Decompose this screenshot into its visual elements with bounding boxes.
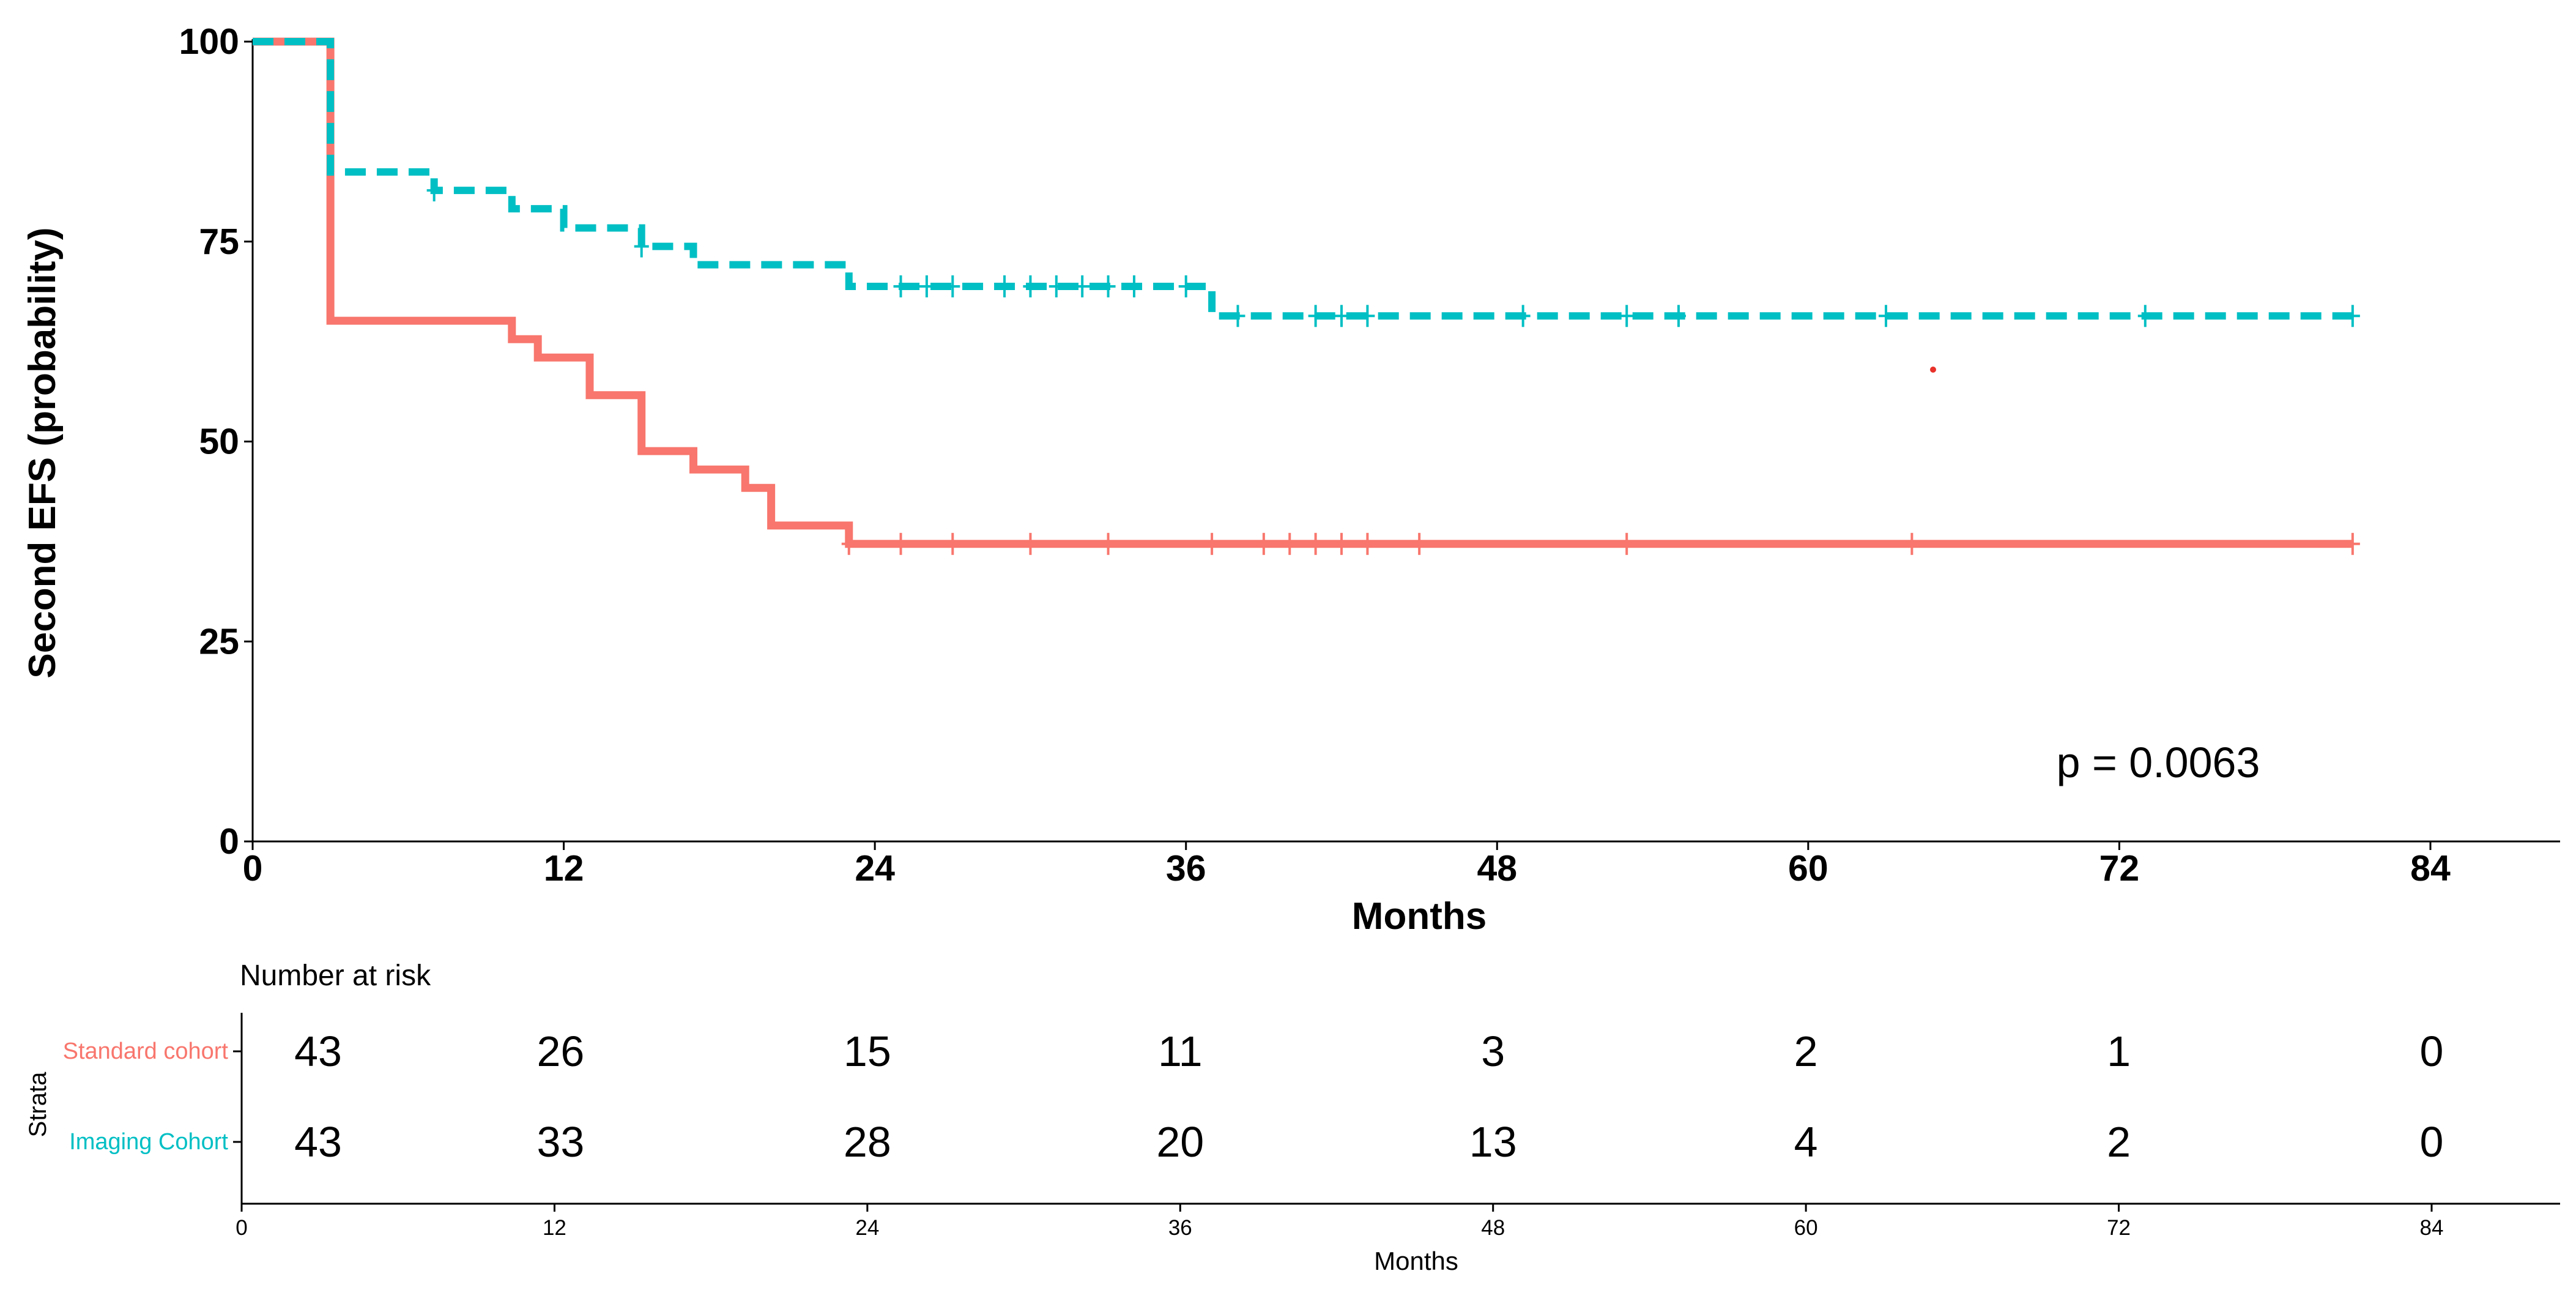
risk-x-tick-label: 60 [1794,1216,1818,1240]
censor-mark [1256,532,1271,555]
risk-table-x-axis: 0 12 24 36 48 60 72 84 [236,1013,2560,1240]
risk-count: 15 [844,1027,891,1075]
censor-mark [1334,305,1349,327]
risk-count: 43 [294,1118,342,1166]
censor-mark [1619,305,1635,327]
censor-mark [1412,532,1427,555]
censor-mark [1904,532,1920,555]
survival-plot: 0 25 50 75 100 0 12 24 36 48 60 72 84 Second EFS (p… [21,21,2560,938]
censor-mark [841,532,856,555]
risk-x-tick-label: 12 [543,1216,566,1240]
censor-mark [1230,305,1245,327]
risk-count: 3 [1481,1027,1505,1075]
x-tick-label: 60 [1788,848,1828,889]
risk-count: 28 [844,1118,891,1166]
risk-x-tick-label: 72 [2107,1216,2131,1240]
risk-table-rows: Standard cohort 43 26 15 11 3 2 1 0 Imaging Cohor… [63,1027,2444,1166]
censor-mark [1334,532,1349,555]
x-tick-label: 84 [2410,848,2451,889]
y-tick-label: 25 [199,621,239,662]
risk-count: 4 [1794,1118,1818,1166]
risk-table: Number at risk Strata Standard cohort 43 2… [24,960,2560,1275]
censor-mark [893,532,908,555]
risk-count: 0 [2420,1027,2444,1075]
risk-count: 0 [2420,1118,2444,1166]
censor-mark [893,275,908,297]
series-line-standard-cohort [253,37,2353,548]
censor-mark [919,275,934,297]
risk-count: 11 [1158,1027,1203,1075]
censor-mark [945,275,960,297]
censor-mark [1308,532,1323,555]
x-tick-label: 48 [1477,848,1517,889]
censor-mark [1178,275,1193,297]
x-tick-label: 72 [2099,848,2140,889]
censor-mark [1204,532,1220,555]
censor-mark [2345,305,2360,327]
x-tick-label: 12 [544,848,584,889]
risk-x-tick-label: 24 [855,1216,879,1240]
censor-mark [1075,275,1090,297]
risk-count: 2 [1794,1027,1818,1075]
risk-table-x-title: Months [1374,1247,1458,1275]
series-layer [253,37,2360,555]
censor-mark [1671,305,1686,327]
risk-count: 2 [2107,1118,2131,1166]
censor-mark [1049,275,1064,297]
censor-mark [1023,275,1038,297]
censor-mark [1619,532,1635,555]
censor-mark [1360,305,1375,327]
censor-mark [1308,305,1323,327]
risk-x-tick-label: 0 [236,1216,247,1240]
risk-x-tick-label: 36 [1168,1216,1192,1240]
risk-count: 20 [1156,1118,1204,1166]
censor-mark [426,179,442,202]
censor-mark [2345,532,2360,555]
risk-count: 13 [1469,1118,1517,1166]
censor-mark [1282,532,1297,555]
p-value-annotation: p = 0.0063 [2057,739,2260,786]
censor-mark [1879,305,1893,327]
risk-strata-label-standard: Standard cohort [63,1038,229,1064]
y-axis: 0 25 50 75 100 [179,21,254,862]
risk-x-tick-label: 48 [1481,1216,1505,1240]
censor-mark [1023,532,1038,555]
x-axis: 0 12 24 36 48 60 72 84 [243,840,2560,889]
x-tick-label: 0 [243,848,263,889]
censor-mark [1101,532,1116,555]
risk-count: 26 [536,1027,584,1075]
risk-table-title: Number at risk [240,960,431,992]
censor-mark [1360,532,1375,555]
stray-dot-mark [1930,367,1936,373]
x-tick-label: 36 [1166,848,1206,889]
risk-count: 1 [2107,1027,2131,1075]
censor-mark [1126,275,1141,297]
x-axis-title: Months [1352,895,1487,938]
risk-table-strata-label: Strata [24,1072,51,1137]
y-tick-label: 50 [199,422,239,462]
y-tick-label: 75 [199,222,239,262]
censor-mark [945,532,960,555]
risk-count: 43 [294,1027,342,1075]
y-tick-label: 0 [219,821,239,862]
censor-mark [1101,275,1116,297]
x-tick-label: 24 [855,848,895,889]
censor-mark [634,235,649,258]
y-tick-label: 100 [179,21,239,62]
y-axis-title: Second EFS (probability) [21,227,64,678]
censor-mark [2137,305,2153,327]
series-line-imaging-cohort [253,38,2353,320]
censor-mark [997,275,1012,297]
risk-strata-label-imaging: Imaging Cohort [69,1129,228,1155]
censor-mark [1515,305,1531,327]
risk-count: 33 [536,1118,584,1166]
risk-x-tick-label: 84 [2420,1216,2444,1240]
